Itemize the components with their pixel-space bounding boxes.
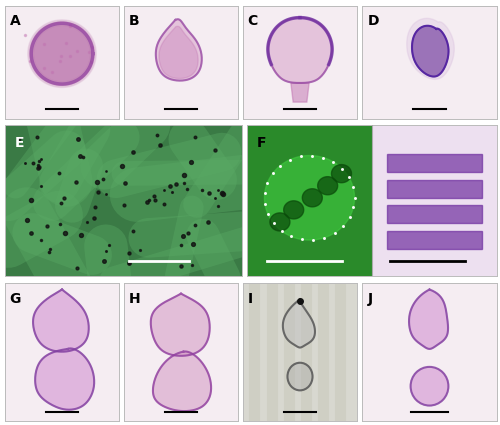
Polygon shape [291, 83, 309, 102]
Polygon shape [151, 294, 210, 356]
Polygon shape [153, 351, 211, 411]
Polygon shape [332, 164, 351, 183]
Polygon shape [28, 20, 96, 88]
Polygon shape [412, 26, 449, 76]
Polygon shape [409, 289, 448, 349]
Polygon shape [34, 26, 90, 82]
Polygon shape [270, 213, 290, 231]
Polygon shape [387, 154, 482, 172]
Ellipse shape [410, 367, 449, 405]
Polygon shape [387, 180, 482, 198]
Polygon shape [284, 201, 304, 219]
Polygon shape [268, 18, 332, 83]
Polygon shape [30, 23, 94, 85]
Text: C: C [248, 14, 258, 28]
Polygon shape [32, 24, 92, 83]
Polygon shape [372, 125, 497, 276]
Text: I: I [248, 292, 252, 306]
Polygon shape [387, 205, 482, 224]
Text: A: A [10, 14, 20, 28]
Polygon shape [159, 26, 198, 79]
Polygon shape [33, 289, 89, 351]
Polygon shape [406, 18, 455, 79]
Polygon shape [30, 22, 94, 85]
Ellipse shape [288, 363, 312, 390]
Text: B: B [128, 14, 139, 28]
Text: H: H [128, 292, 140, 306]
Polygon shape [264, 156, 354, 240]
Polygon shape [302, 189, 322, 207]
Polygon shape [283, 299, 315, 348]
Polygon shape [318, 177, 338, 195]
Text: E: E [14, 136, 24, 150]
Text: J: J [368, 292, 372, 306]
Text: G: G [10, 292, 21, 306]
Text: D: D [368, 14, 379, 28]
Polygon shape [156, 19, 202, 81]
Text: F: F [257, 136, 266, 150]
Polygon shape [387, 231, 482, 249]
Polygon shape [247, 125, 372, 276]
Polygon shape [29, 21, 95, 86]
Polygon shape [35, 348, 94, 410]
